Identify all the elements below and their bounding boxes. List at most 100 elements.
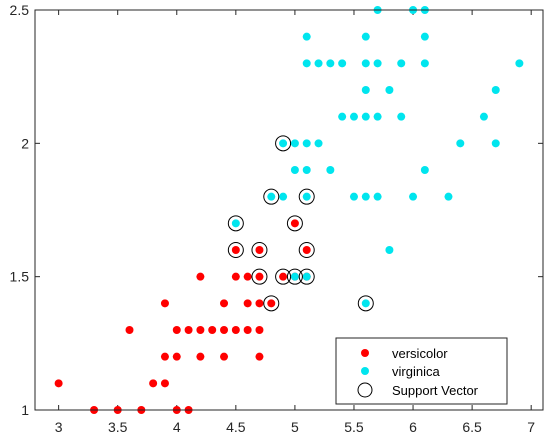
point-virginica bbox=[314, 139, 323, 148]
point-virginica bbox=[326, 59, 335, 68]
point-versicolor bbox=[290, 219, 299, 228]
point-virginica bbox=[349, 112, 358, 121]
x-tick-label: 6 bbox=[409, 419, 417, 435]
point-virginica bbox=[290, 166, 299, 174]
point-versicolor bbox=[255, 246, 264, 254]
point-support-vector bbox=[298, 188, 315, 205]
point-versicolor bbox=[125, 326, 134, 334]
point-support-vector bbox=[251, 268, 268, 285]
point-support-vector bbox=[286, 268, 303, 285]
x-tick-label: 6.5 bbox=[462, 419, 482, 435]
point-support-vector bbox=[227, 215, 244, 232]
point-support-vector bbox=[251, 242, 268, 258]
point-versicolor bbox=[255, 326, 264, 334]
point-versicolor bbox=[172, 326, 181, 334]
y-tick-label: 2 bbox=[21, 135, 29, 151]
legend-label-virginica: virginica bbox=[392, 364, 440, 379]
point-virginica bbox=[349, 192, 358, 201]
point-virginica bbox=[302, 166, 311, 174]
plot-frame bbox=[34, 9, 544, 411]
point-virginica bbox=[385, 246, 394, 254]
legend-marker-support-vector bbox=[357, 382, 373, 398]
point-versicolor bbox=[196, 272, 205, 281]
point-support-vector bbox=[227, 242, 244, 258]
x-tick-labels: 3 3.5 4 4.5 5 5.5 6 6.5 7 bbox=[55, 419, 536, 435]
point-virginica bbox=[314, 59, 323, 68]
point-virginica bbox=[361, 86, 370, 94]
x-tick-label: 7 bbox=[527, 419, 535, 435]
point-versicolor bbox=[220, 352, 229, 361]
point-virginica bbox=[373, 59, 382, 68]
point-virginica bbox=[361, 299, 370, 308]
x-tick-label: 3.5 bbox=[108, 419, 128, 435]
point-support-vector bbox=[357, 295, 374, 312]
legend-marker-versicolor bbox=[361, 349, 369, 357]
point-support-vector bbox=[298, 268, 315, 285]
data-points bbox=[54, 6, 524, 414]
point-versicolor bbox=[231, 326, 240, 334]
point-virginica bbox=[326, 166, 335, 174]
point-support-vector bbox=[298, 242, 315, 258]
point-versicolor bbox=[196, 326, 205, 334]
point-versicolor bbox=[267, 299, 276, 308]
point-virginica bbox=[338, 59, 347, 68]
point-virginica bbox=[373, 112, 382, 121]
point-versicolor bbox=[220, 299, 229, 308]
point-virginica bbox=[397, 59, 406, 68]
point-support-vector bbox=[286, 215, 303, 232]
point-support-vector bbox=[263, 188, 280, 205]
point-versicolor bbox=[54, 379, 63, 388]
y-tick-label: 2.5 bbox=[10, 2, 30, 18]
point-versicolor bbox=[160, 379, 169, 388]
point-virginica bbox=[302, 272, 311, 281]
point-versicolor bbox=[160, 352, 169, 361]
point-virginica bbox=[385, 86, 394, 94]
point-virginica bbox=[361, 32, 370, 41]
point-versicolor bbox=[208, 326, 217, 334]
point-versicolor bbox=[196, 352, 205, 361]
point-virginica bbox=[515, 59, 524, 68]
point-virginica bbox=[231, 219, 240, 228]
point-virginica bbox=[479, 112, 488, 121]
x-tick-label: 4.5 bbox=[226, 419, 246, 435]
point-versicolor bbox=[255, 272, 264, 281]
y-tick-labels: 1 1.5 2 2.5 bbox=[10, 2, 30, 418]
x-tick-label: 4 bbox=[173, 419, 181, 435]
point-virginica bbox=[397, 112, 406, 121]
point-versicolor bbox=[255, 352, 264, 361]
point-versicolor bbox=[302, 246, 311, 254]
point-virginica bbox=[302, 32, 311, 41]
point-versicolor bbox=[231, 272, 240, 281]
point-virginica bbox=[491, 139, 500, 148]
point-virginica bbox=[420, 59, 429, 68]
point-virginica bbox=[302, 59, 311, 68]
point-virginica bbox=[290, 139, 299, 148]
point-support-vector bbox=[275, 135, 292, 152]
y-tick-label: 1 bbox=[21, 402, 29, 418]
legend-label-support-vector: Support Vector bbox=[392, 383, 479, 398]
point-support-vector bbox=[263, 295, 280, 312]
point-versicolor bbox=[255, 299, 264, 308]
point-versicolor bbox=[243, 299, 252, 308]
point-versicolor bbox=[243, 326, 252, 334]
point-virginica bbox=[491, 86, 500, 94]
legend-marker-virginica bbox=[361, 367, 369, 375]
point-versicolor bbox=[243, 272, 252, 281]
point-virginica bbox=[361, 112, 370, 121]
x-tick-label: 5 bbox=[291, 419, 299, 435]
point-virginica bbox=[361, 192, 370, 201]
point-virginica bbox=[361, 59, 370, 68]
legend-label-versicolor: versicolor bbox=[392, 346, 448, 361]
point-virginica bbox=[444, 192, 453, 201]
point-virginica bbox=[420, 166, 429, 174]
point-virginica bbox=[290, 272, 299, 281]
point-virginica bbox=[302, 192, 311, 201]
point-virginica bbox=[338, 112, 347, 121]
point-versicolor bbox=[160, 299, 169, 308]
y-tick-label: 1.5 bbox=[10, 269, 30, 285]
point-virginica bbox=[267, 192, 276, 201]
point-virginica bbox=[302, 139, 311, 148]
point-versicolor bbox=[149, 379, 158, 388]
point-versicolor bbox=[184, 326, 193, 334]
point-virginica bbox=[373, 192, 382, 201]
